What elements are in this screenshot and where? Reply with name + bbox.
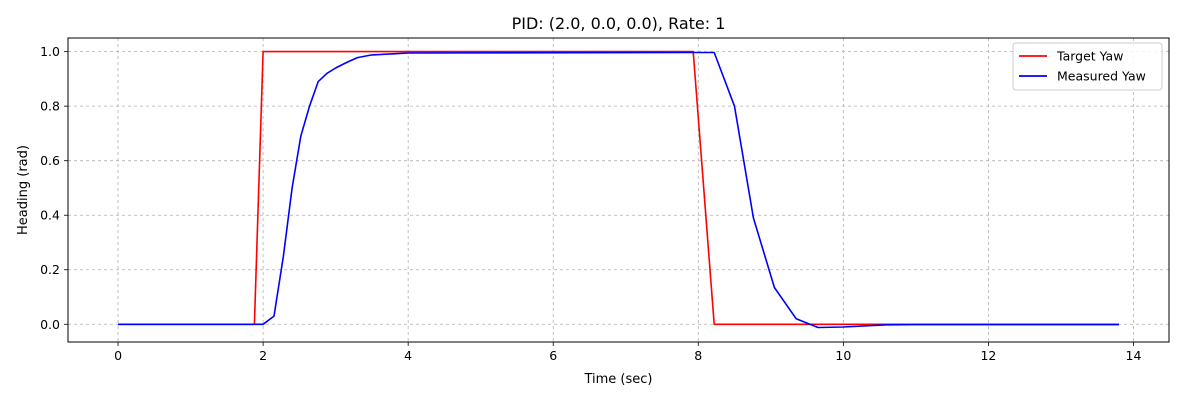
x-tick-label: 0 — [114, 348, 122, 363]
chart-title: PID: (2.0, 0.0, 0.0), Rate: 1 — [512, 14, 726, 33]
x-axis-label: Time (sec) — [583, 372, 652, 387]
x-tick-label: 6 — [549, 348, 557, 363]
y-tick-label: 0.0 — [40, 317, 60, 332]
x-tick-label: 2 — [259, 348, 267, 363]
y-tick-label: 0.8 — [40, 99, 60, 114]
y-axis-label: Heading (rad) — [16, 145, 31, 235]
y-tick-label: 0.6 — [40, 153, 60, 168]
series-group — [118, 50, 1119, 329]
x-tick-label: 8 — [694, 348, 702, 363]
x-tick-label: 10 — [835, 348, 851, 363]
y-tick-label: 0.4 — [40, 208, 60, 223]
x-tick-label: 12 — [980, 348, 996, 363]
legend-label: Target Yaw — [1056, 49, 1123, 64]
y-tick-label: 0.2 — [40, 262, 60, 277]
legend-box — [1012, 42, 1163, 91]
legend-label: Measured Yaw — [1057, 69, 1146, 84]
grid-lines — [68, 38, 1169, 342]
plot-frame — [67, 37, 1170, 343]
y-tick-label: 1.0 — [40, 44, 60, 59]
x-tick-label: 4 — [404, 348, 412, 363]
x-tick-label: 14 — [1126, 348, 1142, 363]
series-line-target-yaw — [118, 50, 1119, 326]
axis-ticks: 0 2 4 6 8 10 12 14 0.0 0.2 0.4 0.6 0.8 1.0 — [40, 44, 1141, 363]
series-line-measured-yaw — [118, 51, 1119, 329]
legend: Target Yaw Measured Yaw — [1012, 42, 1163, 91]
